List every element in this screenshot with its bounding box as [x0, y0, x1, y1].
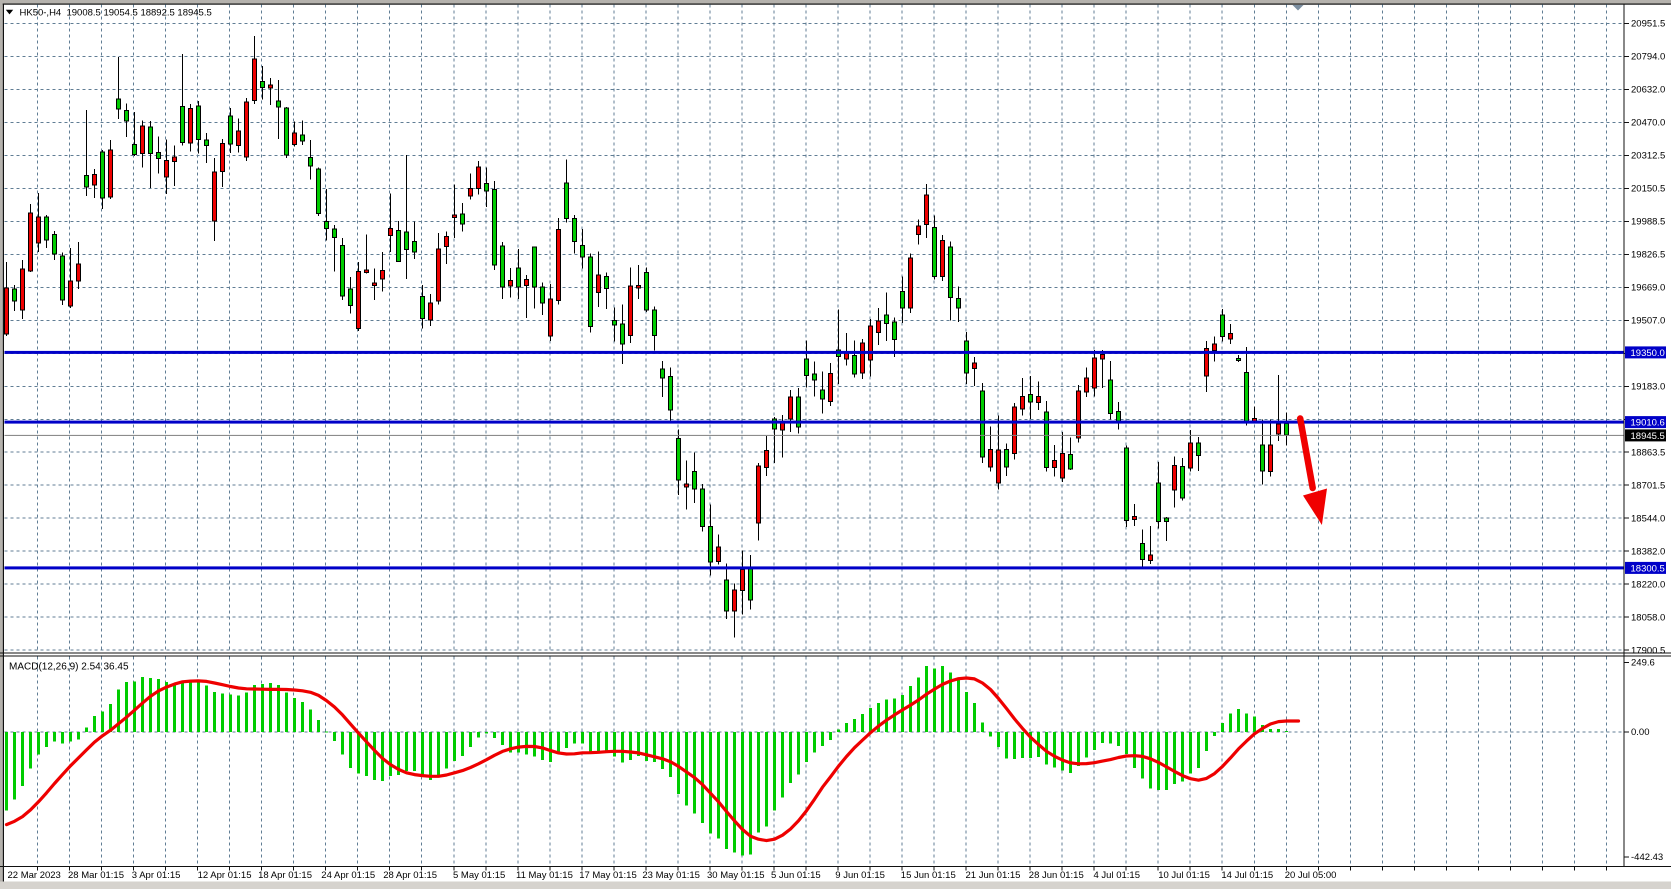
svg-text:3 Apr 01:15: 3 Apr 01:15 — [132, 870, 181, 881]
svg-text:20951.5: 20951.5 — [1631, 19, 1665, 30]
svg-text:19010.6: 19010.6 — [1631, 418, 1665, 429]
svg-text:HK50-,H4 19008.5 19054.5 1889: HK50-,H4 19008.5 19054.5 18892.5 18945.5 — [20, 8, 212, 19]
svg-text:18058.0: 18058.0 — [1631, 612, 1665, 623]
svg-text:22 Mar 2023: 22 Mar 2023 — [8, 870, 61, 881]
svg-text:21 Jun 01:15: 21 Jun 01:15 — [966, 870, 1021, 881]
svg-text:18701.5: 18701.5 — [1631, 480, 1665, 491]
svg-text:18544.0: 18544.0 — [1631, 513, 1665, 524]
svg-text:15 Jun 01:15: 15 Jun 01:15 — [901, 870, 956, 881]
svg-text:-442.43: -442.43 — [1631, 852, 1663, 863]
svg-text:19507.0: 19507.0 — [1631, 316, 1665, 327]
svg-text:18945.5: 18945.5 — [1631, 431, 1665, 442]
svg-text:249.6: 249.6 — [1631, 658, 1655, 669]
svg-text:4 Jul 01:15: 4 Jul 01:15 — [1094, 870, 1140, 881]
svg-text:30 May 01:15: 30 May 01:15 — [707, 870, 765, 881]
svg-text:18300.5: 18300.5 — [1631, 563, 1665, 574]
svg-text:17900.5: 17900.5 — [1631, 645, 1665, 656]
svg-text:28 Jun 01:15: 28 Jun 01:15 — [1029, 870, 1084, 881]
svg-text:20632.0: 20632.0 — [1631, 85, 1665, 96]
svg-text:12 Apr 01:15: 12 Apr 01:15 — [198, 870, 252, 881]
svg-text:18382.0: 18382.0 — [1631, 546, 1665, 557]
svg-text:20470.0: 20470.0 — [1631, 118, 1665, 129]
svg-text:9 Jun 01:15: 9 Jun 01:15 — [835, 870, 885, 881]
svg-text:23 May 01:15: 23 May 01:15 — [642, 870, 700, 881]
svg-text:0.00: 0.00 — [1631, 727, 1650, 738]
svg-text:28 Mar 01:15: 28 Mar 01:15 — [68, 870, 124, 881]
svg-text:MACD(12,26,9) 2.54 36.45: MACD(12,26,9) 2.54 36.45 — [9, 662, 129, 673]
svg-text:19183.0: 19183.0 — [1631, 382, 1665, 393]
svg-text:19669.0: 19669.0 — [1631, 283, 1665, 294]
svg-text:28 Apr 01:15: 28 Apr 01:15 — [383, 870, 437, 881]
svg-text:18 Apr 01:15: 18 Apr 01:15 — [258, 870, 312, 881]
svg-text:10 Jul 01:15: 10 Jul 01:15 — [1158, 870, 1210, 881]
svg-text:24 Apr 01:15: 24 Apr 01:15 — [321, 870, 375, 881]
svg-text:20794.0: 20794.0 — [1631, 52, 1665, 63]
svg-text:19988.5: 19988.5 — [1631, 217, 1665, 228]
svg-text:5 May 01:15: 5 May 01:15 — [453, 870, 505, 881]
svg-text:19350.0: 19350.0 — [1631, 348, 1665, 359]
svg-text:20312.5: 20312.5 — [1631, 151, 1665, 162]
svg-text:20 Jul 05:00: 20 Jul 05:00 — [1285, 870, 1337, 881]
svg-text:14 Jul 01:15: 14 Jul 01:15 — [1221, 870, 1273, 881]
svg-text:20150.5: 20150.5 — [1631, 184, 1665, 195]
svg-text:5 Jun 01:15: 5 Jun 01:15 — [771, 870, 821, 881]
svg-text:19826.5: 19826.5 — [1631, 250, 1665, 261]
svg-text:18863.5: 18863.5 — [1631, 447, 1665, 458]
svg-text:18220.0: 18220.0 — [1631, 579, 1665, 590]
svg-text:17 May 01:15: 17 May 01:15 — [579, 870, 637, 881]
svg-text:11 May 01:15: 11 May 01:15 — [516, 870, 573, 881]
